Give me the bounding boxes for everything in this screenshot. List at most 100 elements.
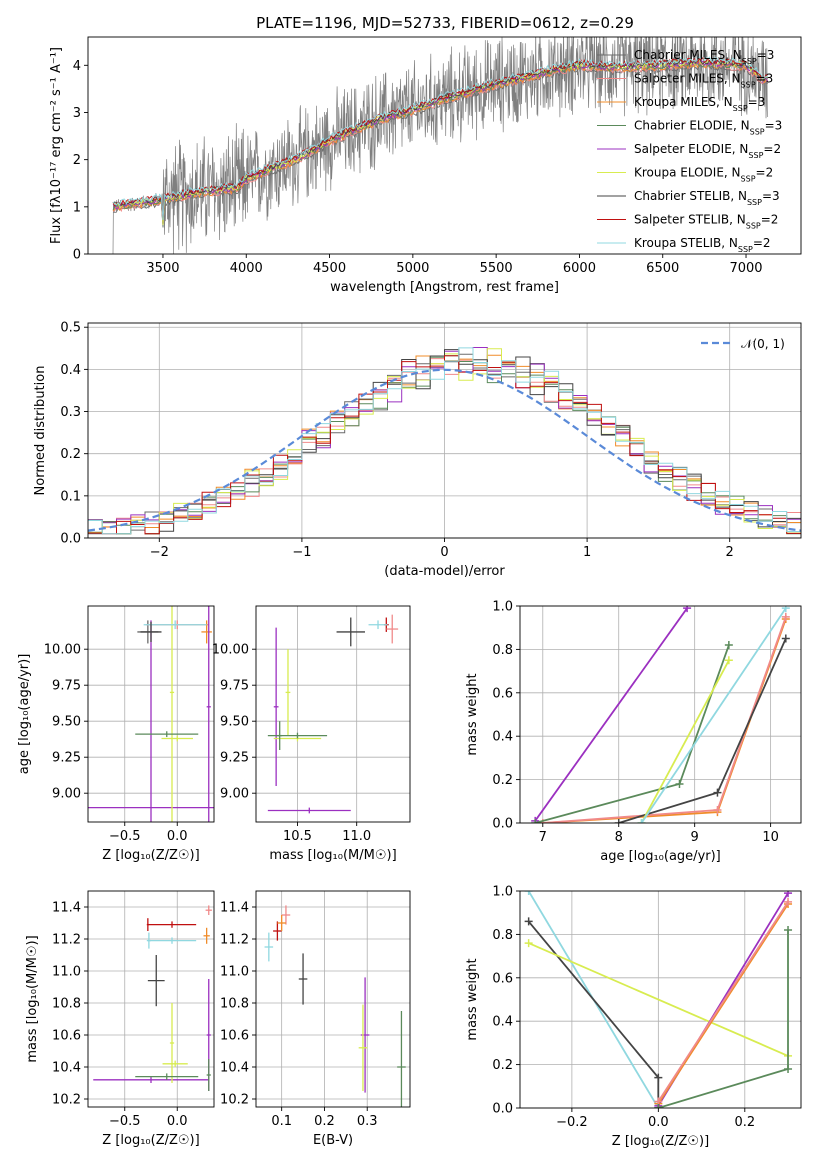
y-tick-label: 9.75: [220, 679, 249, 694]
legend-label: Kroupa MILES, NSSP=3: [634, 95, 765, 113]
axes-frame: [519, 890, 802, 1109]
y-tick-label: 10.2: [220, 1093, 249, 1108]
series-marker: [781, 634, 790, 643]
x-tick-label: 8: [615, 830, 623, 845]
panel-age-vs-Z: −0.5 0.0 9.00 9.25 9.50 9.75 10.00 Z [log₁₀(Z/Z…: [17, 605, 215, 863]
axes-frame: [255, 605, 411, 823]
x-tick-label: 4000: [230, 261, 263, 276]
plot-area-weight-vs-age: [531, 606, 790, 823]
x-tick-label: 0.2: [314, 1114, 335, 1129]
x-tick-label: 5500: [480, 261, 513, 276]
x-tick-label: −2: [150, 545, 169, 560]
series-line: [640, 659, 730, 823]
x-tick-label: 10.5: [283, 829, 312, 844]
axes-frame: [87, 605, 215, 823]
x-tick-label: −0.2: [556, 1115, 588, 1130]
y-tick-label: 0.2: [492, 773, 513, 788]
x-tick-label: 0: [440, 545, 448, 560]
y-tick-label: 10.00: [212, 643, 249, 658]
y-tick-label: 0.2: [492, 1058, 513, 1073]
legend-label: Salpeter STELIB, NSSP=2: [634, 213, 778, 231]
series-line: [534, 644, 730, 823]
x-tick-label: 0.0: [167, 829, 188, 844]
series-marker: [614, 819, 623, 823]
series-line: [640, 607, 787, 823]
x-tick-label: 6000: [563, 261, 596, 276]
series-line: [658, 930, 789, 1108]
y-tick-label: 9.50: [52, 715, 81, 730]
y-tick-label: 0.1: [60, 489, 81, 504]
x-tick-label: 2: [726, 545, 734, 560]
y-tick-label: 1.0: [492, 600, 513, 615]
y-tick-label: 4: [73, 59, 81, 74]
plot-area-mass-vs-ebv: [264, 905, 406, 1107]
y-axis-label: mass [log₁₀(M/M☉)]: [25, 935, 40, 1062]
series-marker: [524, 891, 533, 895]
axes-frame: [87, 322, 802, 539]
x-tick-label: 7: [539, 830, 547, 845]
legend-label: 𝒩(0, 1): [741, 337, 785, 351]
y-tick-label: 10.4: [220, 1061, 249, 1076]
series-marker: [724, 641, 733, 650]
series-marker: [784, 926, 793, 935]
y-tick-label: 0.6: [492, 971, 513, 986]
plot-area-mass-vs-Z: [93, 905, 212, 1091]
y-tick-label: 0.3: [60, 405, 81, 420]
model-line: [112, 63, 768, 228]
x-axis-label: age [log₁₀(age/yr)]: [600, 849, 721, 864]
x-axis-label: Z [log₁₀(Z/Z☉)]: [102, 848, 199, 863]
x-tick-label: 0.0: [648, 1115, 669, 1130]
y-tick-label: 11.4: [220, 901, 249, 916]
series-line: [527, 920, 660, 1108]
x-tick-label: 9: [691, 830, 699, 845]
axes-frame: [87, 36, 802, 255]
series-line: [618, 638, 787, 823]
y-axis-label: Flux [fλ10⁻¹⁷ erg cm⁻² s⁻¹ A⁻¹]: [49, 47, 64, 244]
panel-mass-vs-ebv: 0.1 0.2 0.3 10.2 10.4 10.6 10.8 11.0 11.2 11.4 E(B…: [220, 890, 411, 1148]
y-tick-label: 11.2: [52, 933, 81, 948]
y-tick-label: 0.4: [60, 363, 81, 378]
legend-label: Chabrier ELODIE, NSSP=3: [634, 119, 782, 137]
x-tick-label: 1: [583, 545, 591, 560]
y-tick-label: 11.0: [220, 965, 249, 980]
plot-area-weight-vs-Z: [524, 891, 793, 1108]
series-line: [657, 903, 789, 1105]
plot-area-spectrum: [112, 37, 769, 254]
y-tick-label: 9.25: [52, 751, 81, 766]
y-tick-label: 9.50: [220, 715, 249, 730]
x-axis-label: (data-model)/error: [384, 564, 505, 579]
series-marker: [637, 819, 646, 823]
y-tick-label: 9.00: [52, 787, 81, 802]
y-axis-label: mass weight: [465, 958, 480, 1040]
panel-residuals: −2 −1 0 1 2 0.0 0.1 0.2 0.3 0.4 0.5 (data-model)/er…: [33, 321, 802, 579]
series-marker: [654, 1073, 663, 1082]
y-tick-label: 11.2: [220, 933, 249, 948]
series-marker: [675, 779, 684, 788]
legend-label: Kroupa STELIB, NSSP=2: [634, 236, 771, 254]
x-tick-label: 0.2: [734, 1115, 755, 1130]
x-tick-label: 0.3: [357, 1114, 378, 1129]
legend-label: Salpeter ELODIE, NSSP=2: [634, 142, 781, 160]
series-marker: [784, 1064, 793, 1073]
y-tick-label: 10.4: [52, 1061, 81, 1076]
y-tick-label: 0.8: [492, 643, 513, 658]
x-tick-label: 7000: [729, 261, 762, 276]
series-marker: [713, 788, 722, 797]
y-tick-label: 2: [73, 153, 81, 168]
x-tick-label: −0.5: [109, 829, 141, 844]
y-tick-label: 10.8: [52, 997, 81, 1012]
series-marker: [524, 917, 533, 926]
plot-area-age-vs-Z: [88, 606, 214, 822]
series-marker: [781, 606, 790, 613]
plot-area-age-vs-mass: [267, 614, 399, 814]
series-line: [657, 901, 789, 1102]
y-tick-label: 10.8: [220, 997, 249, 1012]
x-tick-label: 0.1: [271, 1114, 292, 1129]
y-tick-label: 1: [73, 200, 81, 215]
y-tick-label: 0.2: [60, 447, 81, 462]
plot-area-residuals: [88, 347, 801, 535]
x-tick-label: 0.0: [167, 1114, 188, 1129]
legend-label: Salpeter MILES, NSSP=3: [634, 72, 773, 90]
y-tick-label: 11.4: [52, 901, 81, 916]
legend-label: Kroupa ELODIE, NSSP=2: [634, 166, 773, 184]
